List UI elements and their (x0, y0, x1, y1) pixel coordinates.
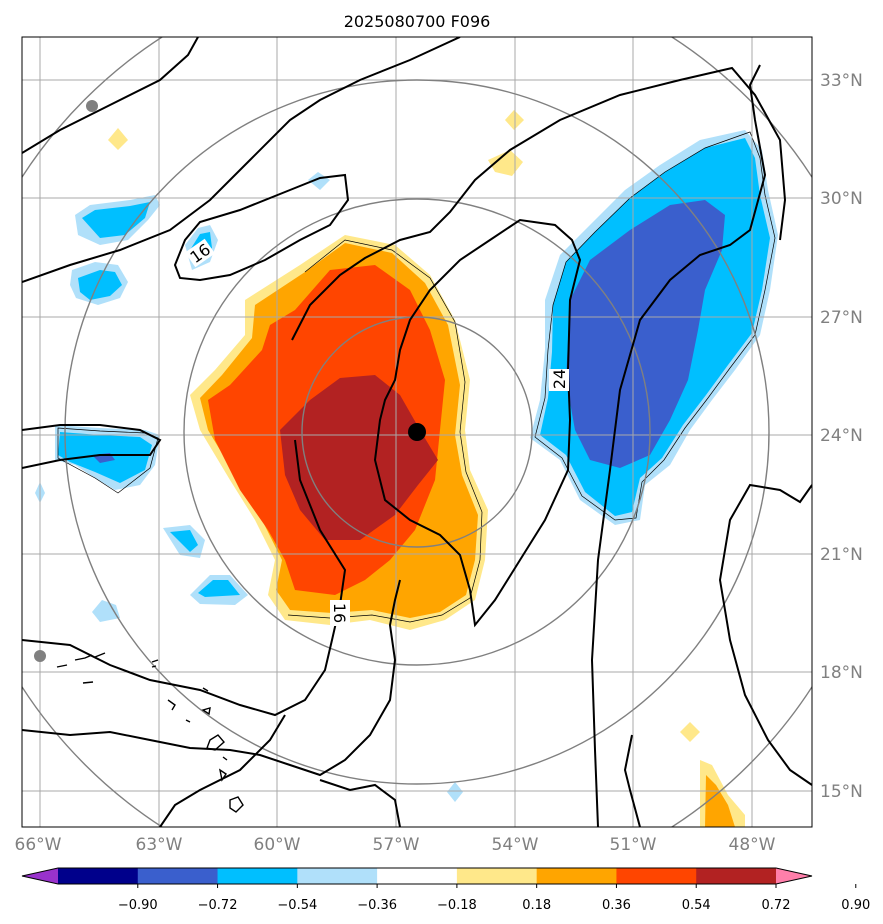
lon-label: 51°W (610, 835, 657, 855)
lat-label: 18°N (820, 663, 863, 683)
lat-label: 24°N (820, 426, 863, 446)
lon-label: 48°W (729, 835, 776, 855)
colorbar-tick-label: 0.36 (602, 898, 631, 913)
colorbar-segment (217, 868, 298, 884)
lon-label: 57°W (373, 835, 420, 855)
lat-label: 33°N (820, 71, 863, 91)
colorbar-tick-label: 0.72 (762, 898, 791, 913)
colorbar-tick-label: −0.54 (277, 898, 317, 913)
coastline-islands (56, 652, 244, 813)
colorbar-segment (696, 868, 777, 884)
station-marker (86, 100, 98, 112)
colorbar-tick-label: 0.90 (841, 898, 870, 913)
lat-label: 27°N (820, 308, 863, 328)
colorbar: −0.90 −0.72 −0.54 −0.36 −0.18 0.18 0.36 0.54 0.7… (21, 867, 870, 913)
colorbar-tick-label: 0.18 (522, 898, 551, 913)
colorbar-segment (536, 868, 617, 884)
latitude-labels: 33°N 30°N 27°N 24°N 21°N 18°N 15°N (820, 71, 863, 802)
lon-label: 66°W (15, 835, 62, 855)
colorbar-tick-label: −0.18 (437, 898, 477, 913)
storm-center-marker (408, 423, 426, 441)
lon-label: 63°W (136, 835, 183, 855)
lon-label: 54°W (492, 835, 539, 855)
range-rings (22, 37, 812, 827)
station-marker (34, 650, 46, 662)
lat-label: 30°N (820, 189, 863, 209)
longitude-labels: 66°W 63°W 60°W 57°W 54°W 51°W 48°W (15, 835, 776, 855)
map-area: 16 24 16 (22, 37, 812, 827)
colorbar-tick-label: −0.72 (198, 898, 238, 913)
map-title: 2025080700 F096 (344, 12, 491, 31)
colorbar-segment (377, 868, 458, 884)
lat-label: 15°N (820, 782, 863, 802)
contour-label: 16 (330, 603, 349, 623)
colorbar-high-extend (776, 868, 812, 884)
warm-anomaly-shading (108, 110, 745, 827)
colorbar-segment (616, 868, 697, 884)
colorbar-segment (137, 868, 219, 884)
colorbar-segment (297, 868, 378, 884)
colorbar-outline (21, 867, 813, 885)
height-contours (22, 37, 812, 827)
lon-label: 60°W (254, 835, 301, 855)
colorbar-segment (456, 868, 538, 884)
contour-label: 24 (550, 369, 569, 389)
colorbar-tick-label: 0.54 (682, 898, 711, 913)
colorbar-low-extend (22, 868, 58, 884)
colorbar-tick-label: −0.90 (118, 898, 158, 913)
colorbar-tick-label: −0.36 (357, 898, 397, 913)
colorbar-segment (58, 868, 139, 884)
lat-label: 21°N (820, 545, 863, 565)
map-frame (21, 36, 813, 828)
